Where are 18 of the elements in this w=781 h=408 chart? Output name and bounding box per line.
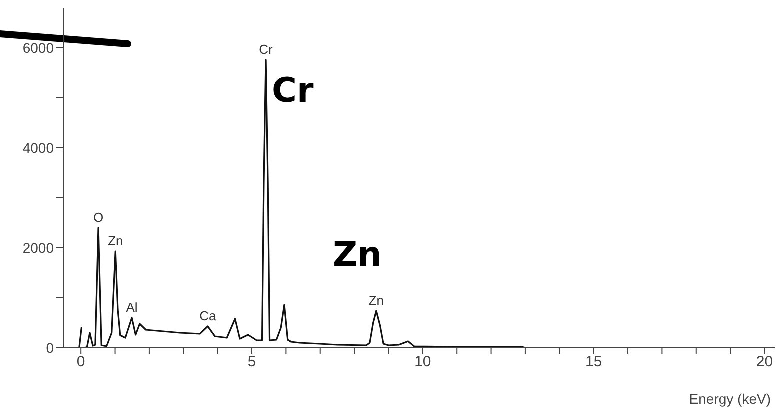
x-tick-label: 20	[756, 354, 774, 371]
y-tick-label: 6000	[22, 40, 54, 56]
x-axis-title: Energy (keV)	[689, 391, 771, 407]
y-tick-label: 4000	[22, 140, 54, 156]
annotation: Al	[126, 300, 138, 315]
x-tick-label: 5	[248, 354, 256, 371]
annotation: Ca	[200, 308, 217, 324]
x-tick-label: 15	[585, 354, 602, 371]
x-tick-label: 10	[414, 354, 432, 371]
x-tick-label: 0	[76, 354, 86, 371]
annotation: Cr	[272, 71, 314, 111]
annotation: O	[93, 210, 104, 225]
annotation: Cr	[259, 42, 274, 57]
annotation: Zn	[333, 235, 382, 275]
y-tick-label: 2000	[22, 240, 54, 256]
annotation: Zn	[368, 293, 384, 308]
annotation: Zn	[108, 234, 124, 248]
y-tick-label: 0	[46, 340, 54, 356]
